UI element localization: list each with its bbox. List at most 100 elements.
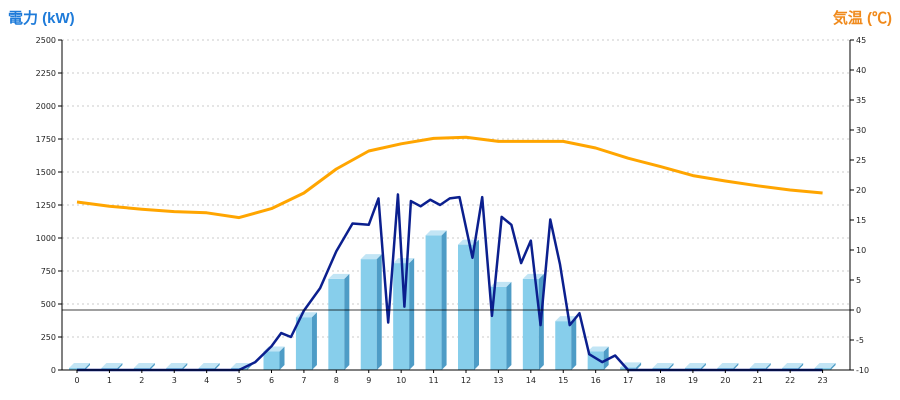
bar-side xyxy=(214,363,220,370)
bar-side xyxy=(830,363,836,370)
bar-top xyxy=(749,363,771,368)
bar-top xyxy=(555,316,577,322)
x-tick-label: 11 xyxy=(428,376,438,385)
bar-side xyxy=(117,363,123,370)
bar-side xyxy=(798,363,804,370)
power-bar xyxy=(360,254,382,370)
right-tick-label: 15 xyxy=(856,216,866,225)
series-lines xyxy=(76,135,823,372)
bar-front xyxy=(425,235,442,370)
right-tick-label: 20 xyxy=(856,186,866,195)
right-tick-label: 10 xyxy=(856,246,866,255)
bar-side xyxy=(376,254,382,370)
x-tick-label: 23 xyxy=(817,376,827,385)
bar-top xyxy=(652,363,674,368)
bar-side xyxy=(765,363,771,370)
right-axis-title: 気温 (℃) xyxy=(833,9,892,27)
x-tick-label: 14 xyxy=(526,376,536,385)
left-tick-label: 2500 xyxy=(36,36,56,45)
x-tick-label: 22 xyxy=(785,376,795,385)
left-tick-label: 500 xyxy=(41,300,56,309)
left-tick-label: 1000 xyxy=(36,234,56,243)
bar-side xyxy=(571,316,577,370)
bar-side xyxy=(311,312,317,370)
bar-side xyxy=(85,363,90,370)
right-tick-label: -10 xyxy=(856,366,869,375)
bar-front xyxy=(328,278,345,370)
x-tick-label: 17 xyxy=(623,376,633,385)
x-tick-label: 21 xyxy=(753,376,763,385)
temperature-line xyxy=(76,135,823,220)
bar-side xyxy=(149,363,155,370)
bar-side xyxy=(733,363,739,370)
right-tick-label: 25 xyxy=(856,156,866,165)
left-tick-label: 750 xyxy=(41,267,56,276)
power-bar xyxy=(425,230,447,370)
right-tick-label: 35 xyxy=(856,96,866,105)
left-tick-label: 2000 xyxy=(36,102,56,111)
bar-top xyxy=(101,363,123,368)
bar-top xyxy=(814,363,836,368)
left-tick-label: 0 xyxy=(51,366,56,375)
bar-top xyxy=(69,363,90,368)
x-tick-label: 8 xyxy=(334,376,339,385)
power-line xyxy=(77,193,823,372)
right-tick-label: -5 xyxy=(856,336,864,345)
right-tick-label: 0 xyxy=(856,306,861,315)
x-tick-label: 6 xyxy=(269,376,274,385)
bar-front xyxy=(295,317,312,370)
bar-side xyxy=(279,346,285,370)
bar-top xyxy=(133,363,155,368)
x-tick-label: 7 xyxy=(301,376,306,385)
left-axis-title: 電力 (kW) xyxy=(8,9,75,27)
bar-front xyxy=(555,321,572,370)
x-tick-label: 19 xyxy=(688,376,698,385)
x-tick-label: 4 xyxy=(204,376,209,385)
x-tick-label: 1 xyxy=(107,376,112,385)
right-tick-label: 5 xyxy=(856,276,861,285)
bar-side xyxy=(182,363,188,370)
bar-top xyxy=(328,273,350,279)
power-bar xyxy=(490,281,512,370)
x-tick-label: 15 xyxy=(558,376,568,385)
power-bars xyxy=(69,230,836,370)
x-tick-label: 13 xyxy=(493,376,503,385)
left-tick-label: 250 xyxy=(41,333,56,342)
x-tick-label: 10 xyxy=(396,376,406,385)
left-tick-label: 1500 xyxy=(36,168,56,177)
x-tick-label: 0 xyxy=(74,376,79,385)
power-bar xyxy=(458,239,479,370)
bar-top xyxy=(717,363,739,368)
right-tick-label: 30 xyxy=(856,126,866,135)
bar-top xyxy=(393,258,415,264)
grid xyxy=(62,39,850,338)
bar-side xyxy=(668,363,674,370)
bar-front xyxy=(490,286,507,370)
power-bar xyxy=(555,316,577,370)
bar-side xyxy=(636,362,642,370)
bar-top xyxy=(198,363,220,368)
x-tick-label: 5 xyxy=(237,376,242,385)
bar-front xyxy=(458,244,474,370)
bar-side xyxy=(474,239,479,370)
x-tick-label: 20 xyxy=(720,376,730,385)
x-tick-label: 12 xyxy=(461,376,471,385)
bar-front xyxy=(522,278,539,370)
left-tick-label: 1250 xyxy=(36,201,56,210)
right-tick-label: 40 xyxy=(856,66,866,75)
left-tick-label: 2250 xyxy=(36,69,56,78)
x-tick-label: 9 xyxy=(366,376,371,385)
bar-side xyxy=(409,258,415,370)
bar-top xyxy=(587,346,609,352)
x-tick-label: 3 xyxy=(172,376,177,385)
x-tick-label: 2 xyxy=(139,376,144,385)
power-bar xyxy=(328,273,350,370)
x-tick-label: 16 xyxy=(591,376,601,385)
bar-front xyxy=(360,259,377,370)
bar-top xyxy=(166,363,188,368)
bar-side xyxy=(441,230,447,370)
bar-top xyxy=(425,230,447,236)
left-tick-label: 1750 xyxy=(36,135,56,144)
bar-side xyxy=(603,346,609,370)
